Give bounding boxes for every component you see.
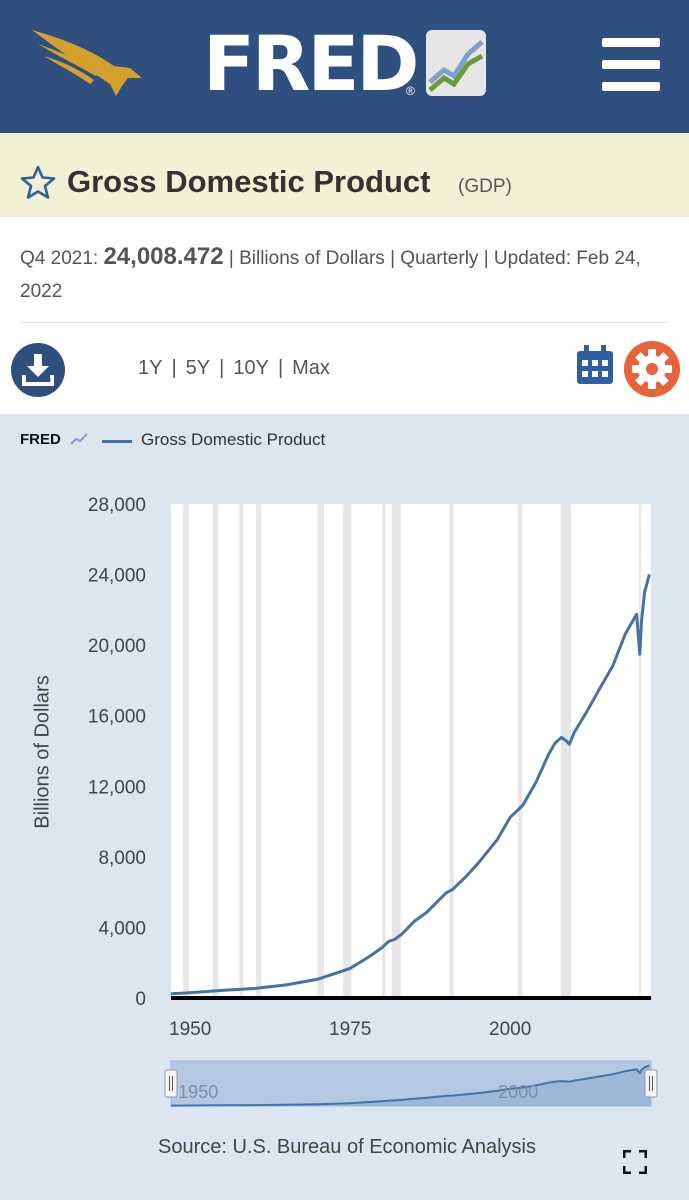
y-tick-label: 28,000: [88, 495, 146, 516]
mini-chart-icon: [70, 433, 88, 445]
x-tick-label: 2000: [489, 1019, 531, 1040]
download-icon: [22, 354, 54, 386]
y-tick-label: 4,000: [98, 918, 146, 939]
y-tick-label: 0: [135, 989, 146, 1010]
units-info: | Billions of Dollars | Quarterly | Upda…: [20, 248, 641, 302]
x-tick-label: 1975: [329, 1019, 371, 1040]
range-max[interactable]: Max: [292, 357, 330, 379]
recession-band: [382, 504, 386, 998]
range-1y[interactable]: 1Y: [138, 357, 163, 379]
y-tick-label: 24,000: [88, 566, 146, 587]
recession-band: [183, 504, 189, 998]
navigator-label: 1950: [178, 1082, 218, 1102]
gdp-series-line: [170, 574, 651, 996]
calendar-icon[interactable]: [575, 343, 615, 387]
x-tick-label: 1950: [169, 1019, 211, 1040]
registered-mark: ®: [406, 84, 415, 98]
recession-band: [391, 504, 401, 998]
recession-band: [317, 504, 324, 998]
y-tick-label: 12,000: [88, 777, 146, 798]
fred-logo-text: FRED: [203, 19, 419, 108]
legend-swatch: [102, 440, 132, 443]
eagle-logo-icon: [32, 30, 142, 96]
favorite-star-icon[interactable]: [20, 164, 56, 200]
y-tick-label: 20,000: [88, 636, 146, 657]
navigator-handle[interactable]: [644, 1069, 658, 1098]
series-id: (GDP): [458, 176, 512, 197]
title-bar: [0, 133, 689, 217]
source-text: Source: U.S. Bureau of Economic Analysis: [158, 1136, 536, 1158]
period-label: Q4 2021:: [20, 248, 99, 269]
recession-band: [343, 504, 352, 998]
y-tick-label: 8,000: [98, 848, 146, 869]
divider: [20, 322, 669, 323]
recession-band: [638, 504, 641, 998]
range-selector: 1Y | 5Y | 10Y | Max: [138, 357, 330, 379]
top-header: FRED ®: [0, 0, 689, 133]
navigator-handle[interactable]: [164, 1069, 178, 1098]
chart-logo-icon: [426, 30, 486, 96]
recession-band: [212, 504, 219, 998]
settings-button[interactable]: [624, 341, 680, 397]
recession-band: [517, 504, 523, 998]
navigator-area: [171, 1065, 651, 1106]
hamburger-menu-icon[interactable]: [602, 38, 662, 92]
latest-value: 24,008.472: [103, 243, 224, 270]
range-10y[interactable]: 10Y: [233, 357, 269, 379]
download-button[interactable]: [11, 343, 65, 397]
recession-band: [239, 504, 244, 998]
legend-label: Gross Domestic Product: [141, 430, 326, 449]
recession-band: [256, 504, 262, 998]
fred-mini-logo: FRED: [20, 431, 61, 448]
navigator-label: 2000: [498, 1082, 538, 1102]
recession-band: [449, 504, 454, 998]
y-tick-label: 16,000: [88, 707, 146, 728]
gear-icon: [632, 349, 672, 389]
series-meta: Q4 2021: 24,008.472 | Billions of Dollar…: [20, 240, 675, 308]
fullscreen-icon[interactable]: [623, 1150, 647, 1174]
navigator-line: [170, 1064, 650, 1107]
recession-band: [560, 504, 571, 998]
series-title: Gross Domestic Product: [67, 164, 431, 199]
range-5y[interactable]: 5Y: [185, 357, 211, 379]
